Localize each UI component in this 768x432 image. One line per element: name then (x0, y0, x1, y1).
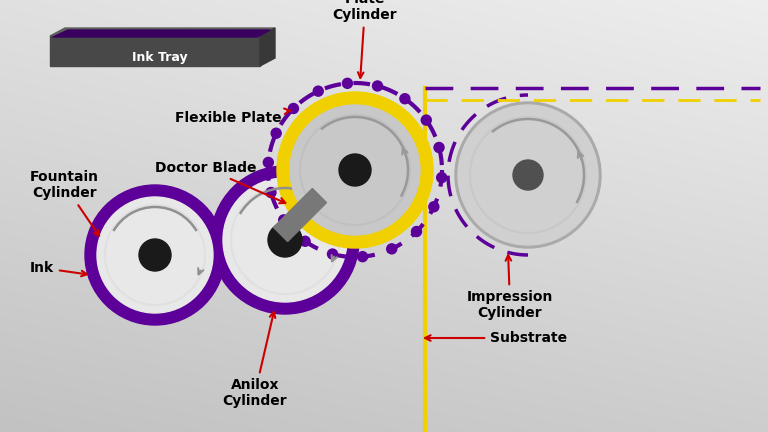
Circle shape (339, 154, 371, 186)
Text: Ink Tray: Ink Tray (132, 51, 188, 64)
Text: Flexible Plate: Flexible Plate (175, 108, 290, 125)
Circle shape (429, 202, 439, 212)
Text: Ink: Ink (30, 261, 87, 276)
Circle shape (139, 239, 171, 271)
Polygon shape (53, 30, 270, 37)
Circle shape (434, 143, 444, 152)
Circle shape (387, 244, 397, 254)
Circle shape (400, 94, 410, 104)
Circle shape (211, 166, 359, 314)
Text: Substrate: Substrate (425, 331, 567, 345)
Circle shape (458, 105, 598, 245)
Polygon shape (50, 36, 260, 66)
Circle shape (97, 197, 213, 313)
Circle shape (343, 78, 353, 88)
Circle shape (455, 102, 601, 248)
Circle shape (271, 128, 281, 138)
FancyBboxPatch shape (273, 188, 326, 241)
Text: Impression
Cylinder: Impression Cylinder (467, 255, 553, 320)
Polygon shape (260, 28, 275, 66)
Circle shape (268, 223, 302, 257)
Circle shape (313, 86, 323, 96)
Circle shape (290, 105, 420, 235)
Circle shape (437, 172, 447, 183)
Circle shape (513, 160, 543, 190)
Circle shape (412, 226, 422, 236)
Circle shape (279, 215, 289, 225)
Text: Anilox
Cylinder: Anilox Cylinder (223, 312, 287, 408)
Circle shape (277, 92, 433, 248)
Text: Doctor Blade: Doctor Blade (155, 161, 286, 203)
Circle shape (372, 81, 382, 91)
Circle shape (85, 185, 225, 325)
Circle shape (300, 236, 310, 246)
Text: Plate
Cylinder: Plate Cylinder (333, 0, 397, 78)
Circle shape (223, 178, 347, 302)
Circle shape (358, 252, 368, 262)
Polygon shape (50, 28, 275, 36)
Circle shape (266, 187, 276, 197)
Circle shape (327, 249, 337, 259)
Circle shape (289, 104, 299, 114)
Text: Fountain
Cylinder: Fountain Cylinder (30, 170, 99, 236)
Circle shape (263, 157, 273, 168)
Circle shape (422, 115, 432, 125)
